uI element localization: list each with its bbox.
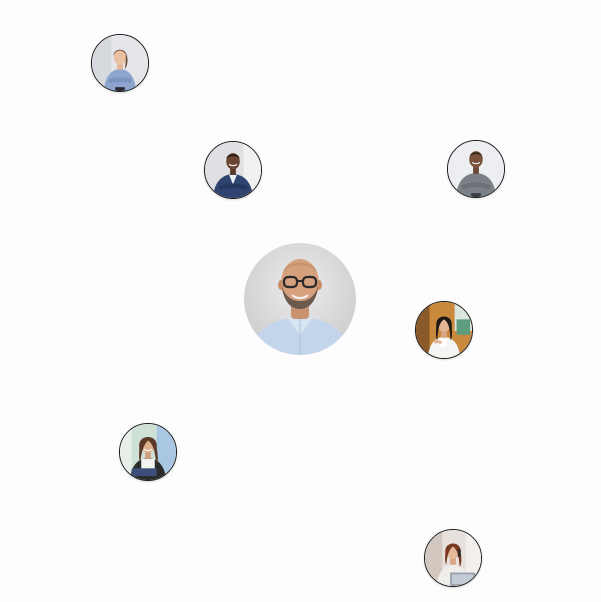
center-profile-avatar[interactable] [244, 243, 356, 355]
profile-photo-woman-laptop-icon [120, 424, 176, 480]
profile-photo-bald-man-glasses-icon [244, 243, 356, 355]
connection-avatar-1[interactable] [91, 34, 149, 92]
profile-photo-woman-blue-shirt-icon [92, 35, 148, 91]
connection-avatar-4[interactable] [415, 301, 473, 359]
connection-avatar-2[interactable] [204, 141, 262, 199]
profile-photo-man-gray-shirt-icon [448, 141, 504, 197]
connection-avatar-3[interactable] [447, 140, 505, 198]
profile-photo-woman-cafe-icon [416, 302, 472, 358]
connection-avatar-6[interactable] [424, 529, 482, 587]
profile-photo-man-navy-suit-icon [205, 142, 261, 198]
connection-avatar-5[interactable] [119, 423, 177, 481]
profile-photo-woman-desk-icon [425, 530, 481, 586]
